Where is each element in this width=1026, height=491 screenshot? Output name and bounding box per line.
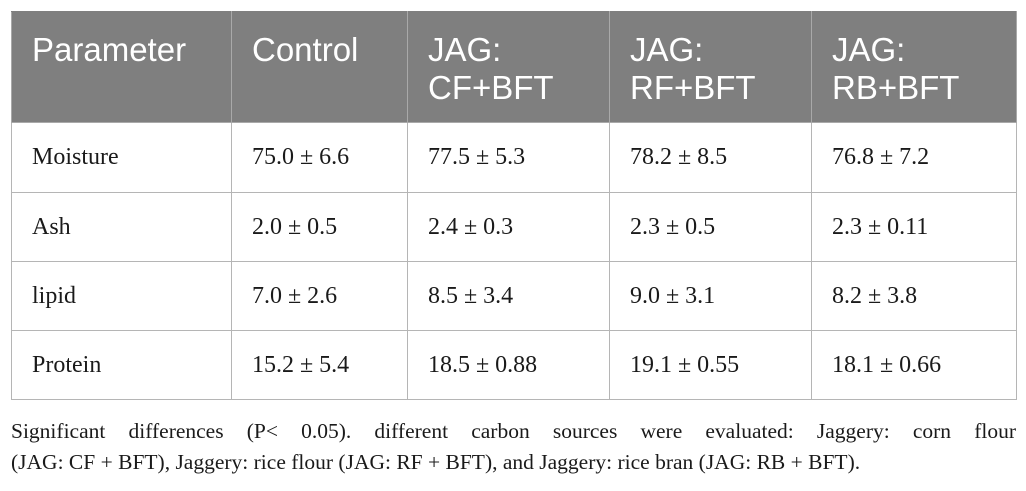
table-row-ash: Ash 2.0 ± 0.5 2.4 ± 0.3 2.3 ± 0.5 2.3 ± … bbox=[11, 192, 1017, 262]
table-cell: 78.2 ± 8.5 bbox=[609, 122, 812, 193]
header-jag-rf-bft-line1: JAG: bbox=[630, 31, 704, 68]
footnote-line-2: (JAG: CF + BFT), Jaggery: rice flour (JA… bbox=[11, 450, 861, 474]
header-parameter: Parameter bbox=[11, 11, 232, 123]
header-jag-rb-bft-line2: RB+BFT bbox=[832, 69, 960, 106]
table-cell: 8.5 ± 3.4 bbox=[407, 261, 610, 331]
table-cell: 19.1 ± 0.55 bbox=[609, 330, 812, 400]
header-jag-rb-bft-line1: JAG: bbox=[832, 31, 906, 68]
table-cell: 2.3 ± 0.5 bbox=[609, 192, 812, 262]
footnote-line-1: Significant differences (P< 0.05). diffe… bbox=[11, 419, 1016, 443]
row-label: Moisture bbox=[11, 122, 232, 193]
header-jag-cf-bft-line1: JAG: bbox=[428, 31, 502, 68]
header-parameter-label: Parameter bbox=[32, 31, 187, 68]
table-cell: 7.0 ± 2.6 bbox=[231, 261, 408, 331]
table-cell: 76.8 ± 7.2 bbox=[811, 122, 1017, 193]
header-jag-rf-bft-line2: RF+BFT bbox=[630, 69, 756, 106]
header-control: Control bbox=[231, 11, 408, 123]
table-cell: 18.5 ± 0.88 bbox=[407, 330, 610, 400]
header-jag-rb-bft: JAG: RB+BFT bbox=[811, 11, 1017, 123]
table-cell: 2.3 ± 0.11 bbox=[811, 192, 1017, 262]
table-cell: 9.0 ± 3.1 bbox=[609, 261, 812, 331]
header-jag-cf-bft-line2: CF+BFT bbox=[428, 69, 554, 106]
table-row-lipid: lipid 7.0 ± 2.6 8.5 ± 3.4 9.0 ± 3.1 8.2 … bbox=[11, 261, 1017, 331]
table-footnote: Significant differences (P< 0.05). diffe… bbox=[11, 416, 1016, 478]
table-cell: 8.2 ± 3.8 bbox=[811, 261, 1017, 331]
header-row: Parameter Control JAG: CF+BFT JAG: RF+BFT … bbox=[11, 11, 1017, 123]
header-control-label: Control bbox=[252, 31, 359, 68]
table-cell: 18.1 ± 0.66 bbox=[811, 330, 1017, 400]
header-jag-cf-bft: JAG: CF+BFT bbox=[407, 11, 610, 123]
table-row-protein: Protein 15.2 ± 5.4 18.5 ± 0.88 19.1 ± 0.… bbox=[11, 330, 1017, 400]
table-cell: 2.4 ± 0.3 bbox=[407, 192, 610, 262]
table-row-moisture: Moisture 75.0 ± 6.6 77.5 ± 5.3 78.2 ± 8.… bbox=[11, 122, 1017, 193]
composition-table-container: Parameter Control JAG: CF+BFT JAG: RF+BFT … bbox=[11, 11, 1017, 400]
row-label: lipid bbox=[11, 261, 232, 331]
composition-table: Parameter Control JAG: CF+BFT JAG: RF+BFT … bbox=[11, 11, 1017, 400]
row-label: Protein bbox=[11, 330, 232, 400]
row-label: Ash bbox=[11, 192, 232, 262]
table-cell: 2.0 ± 0.5 bbox=[231, 192, 408, 262]
table-cell: 77.5 ± 5.3 bbox=[407, 122, 610, 193]
table-cell: 75.0 ± 6.6 bbox=[231, 122, 408, 193]
header-jag-rf-bft: JAG: RF+BFT bbox=[609, 11, 812, 123]
table-cell: 15.2 ± 5.4 bbox=[231, 330, 408, 400]
